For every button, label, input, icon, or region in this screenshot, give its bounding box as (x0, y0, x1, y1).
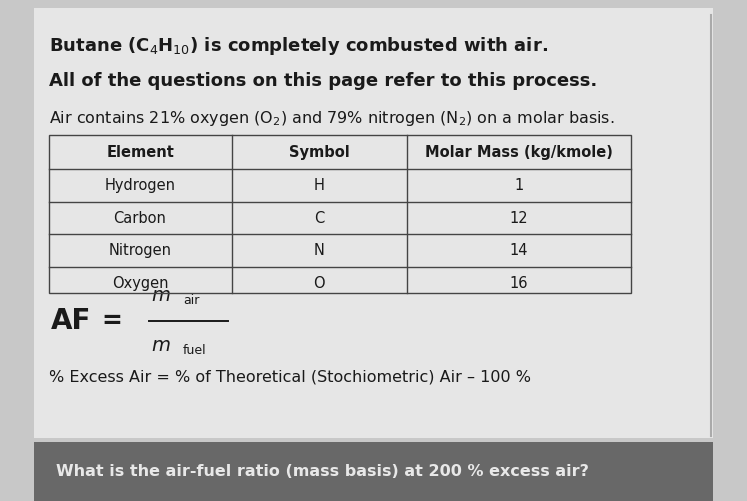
Text: What is the air-fuel ratio (mass basis) at 200 % excess air?: What is the air-fuel ratio (mass basis) … (56, 464, 589, 479)
Text: Element: Element (106, 145, 174, 160)
Text: % Excess Air = % of Theoretical (Stochiometric) Air – 100 %: % Excess Air = % of Theoretical (Stochio… (49, 369, 530, 384)
Text: Carbon: Carbon (114, 211, 167, 225)
Text: 12: 12 (510, 211, 528, 225)
Text: Air contains 21% oxygen (O$_2$) and 79% nitrogen (N$_2$) on a molar basis.: Air contains 21% oxygen (O$_2$) and 79% … (49, 109, 614, 128)
Text: Butane (C$_4$H$_{10}$) is completely combusted with air.: Butane (C$_4$H$_{10}$) is completely com… (49, 35, 548, 57)
Text: air: air (183, 294, 199, 307)
Text: Molar Mass (kg/kmole): Molar Mass (kg/kmole) (425, 145, 613, 160)
Text: =: = (102, 309, 123, 333)
Bar (34, 8, 713, 438)
Text: Hydrogen: Hydrogen (105, 178, 176, 193)
Text: N: N (314, 243, 325, 258)
Text: 1: 1 (515, 178, 524, 193)
Text: H: H (314, 178, 325, 193)
Bar (49, 135, 631, 293)
Text: Oxygen: Oxygen (112, 276, 168, 291)
Bar (34, 442, 713, 501)
Text: Symbol: Symbol (289, 145, 350, 160)
Text: Nitrogen: Nitrogen (108, 243, 172, 258)
Text: O: O (314, 276, 325, 291)
Text: All of the questions on this page refer to this process.: All of the questions on this page refer … (49, 72, 597, 90)
Text: AF: AF (51, 307, 91, 335)
Text: 14: 14 (510, 243, 528, 258)
Text: C: C (314, 211, 324, 225)
Text: fuel: fuel (183, 344, 207, 357)
Text: m: m (152, 336, 170, 355)
Text: 16: 16 (510, 276, 528, 291)
Text: m: m (152, 286, 170, 305)
